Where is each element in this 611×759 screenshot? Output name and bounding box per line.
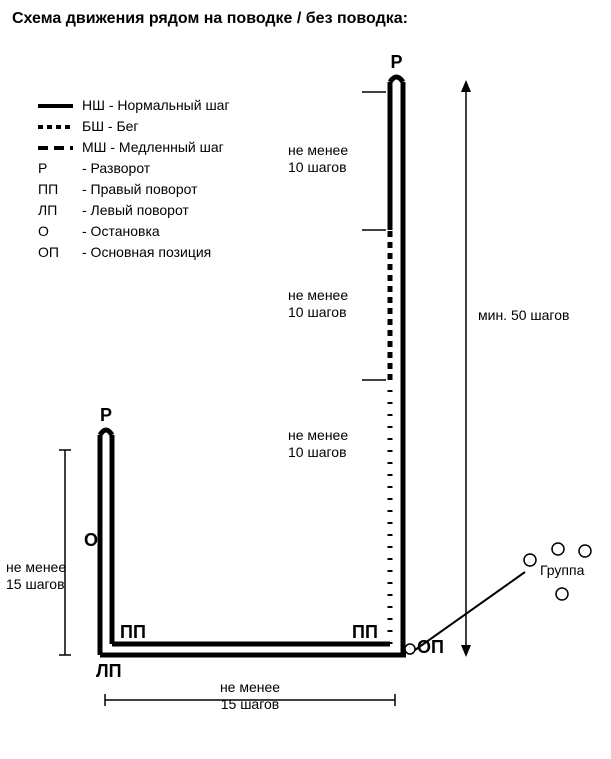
svg-text:ПП: ПП <box>352 622 378 642</box>
svg-text:О: О <box>38 223 49 239</box>
svg-text:Группа: Группа <box>540 562 585 578</box>
svg-text:не менее: не менее <box>6 559 66 575</box>
svg-text:не менее: не менее <box>288 287 348 303</box>
diagram-svg: РРОППППЛПОПне менее15 шаговне менее15 ша… <box>0 0 611 759</box>
svg-text:не менее: не менее <box>220 679 280 695</box>
svg-text:- Левый поворот: - Левый поворот <box>82 202 189 218</box>
svg-text:- Разворот: - Разворот <box>82 160 151 176</box>
svg-text:ЛП: ЛП <box>38 202 57 218</box>
svg-text:Р: Р <box>390 52 402 72</box>
svg-text:мин. 50 шагов: мин. 50 шагов <box>478 307 569 323</box>
svg-text:15 шагов: 15 шагов <box>221 696 280 712</box>
svg-text:ПП: ПП <box>120 622 146 642</box>
svg-text:НШ - Нормальный шаг: НШ - Нормальный шаг <box>82 97 230 113</box>
svg-text:10 шагов: 10 шагов <box>288 304 347 320</box>
svg-text:БШ - Бег: БШ - Бег <box>82 118 139 134</box>
svg-text:- Основная позиция: - Основная позиция <box>82 244 211 260</box>
svg-text:Р: Р <box>38 160 47 176</box>
svg-text:О: О <box>84 530 98 550</box>
svg-text:15 шагов: 15 шагов <box>6 576 65 592</box>
svg-text:Р: Р <box>100 405 112 425</box>
svg-text:не менее: не менее <box>288 142 348 158</box>
svg-text:- Правый поворот: - Правый поворот <box>82 181 198 197</box>
svg-text:- Остановка: - Остановка <box>82 223 160 239</box>
svg-text:ЛП: ЛП <box>96 661 122 681</box>
diagram-page: Схема движения рядом на поводке / без по… <box>0 0 611 759</box>
svg-text:МШ - Медленный шаг: МШ - Медленный шаг <box>82 139 224 155</box>
svg-text:не менее: не менее <box>288 427 348 443</box>
svg-text:10 шагов: 10 шагов <box>288 444 347 460</box>
svg-text:ПП: ПП <box>38 181 58 197</box>
svg-text:10 шагов: 10 шагов <box>288 159 347 175</box>
svg-text:ОП: ОП <box>38 244 59 260</box>
